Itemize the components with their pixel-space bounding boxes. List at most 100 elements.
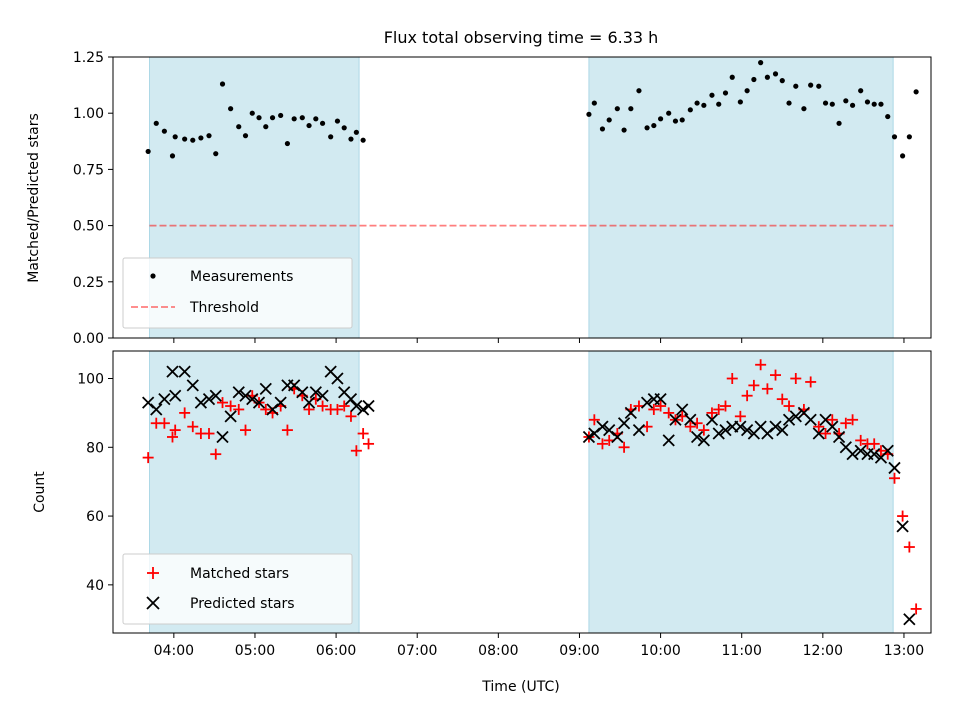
y-tick-label: 0.75	[73, 162, 104, 178]
measurement-point	[299, 115, 305, 121]
measurement-point	[219, 81, 226, 87]
top-legend: Measurements Threshold	[122, 257, 353, 329]
matched-star-point	[350, 445, 362, 457]
matched-star-point	[826, 414, 838, 426]
measurement-point	[182, 136, 188, 142]
predicted-star-point	[302, 396, 316, 409]
matched-star-point	[770, 369, 782, 381]
matched-star-point	[748, 379, 760, 391]
measurement-point	[786, 100, 792, 106]
matched-star-point	[331, 403, 343, 415]
y-tick-label: 40	[86, 578, 104, 594]
measurement-point	[816, 83, 822, 89]
predicted-star-point	[776, 423, 789, 437]
matched-star-point	[210, 448, 222, 460]
measurement-point	[829, 101, 835, 107]
measurement-point	[360, 137, 366, 143]
measurement-point	[341, 125, 347, 131]
top-y-ticks: 0.00 0.25 0.50 0.75 1.00 1.25	[73, 50, 113, 347]
legend-matched-marker	[147, 567, 159, 579]
predicted-star-point	[252, 396, 266, 409]
matched-star-point	[618, 441, 630, 453]
matched-star-point	[888, 472, 900, 484]
measurement-point	[348, 136, 354, 142]
predicted-star-point	[868, 448, 881, 461]
matched-star-point	[910, 603, 922, 615]
predicted-star-point	[186, 379, 199, 392]
predicted-star-point	[611, 430, 624, 444]
bottom-axes-frame	[112, 350, 932, 634]
x-axis-label: Time (UTC)	[481, 679, 559, 695]
matched-star-point	[166, 431, 178, 443]
measurement-point	[353, 129, 359, 135]
measurement-point	[621, 127, 627, 133]
measurement-point	[900, 153, 906, 159]
matched-star-point	[805, 376, 817, 388]
x-tick-label: 09:00	[559, 643, 599, 659]
predicted-star-point	[274, 396, 287, 409]
measurement-point	[319, 120, 326, 126]
measurement-point	[744, 88, 750, 94]
predicted-star-point	[881, 444, 894, 457]
y-tick-label: 60	[86, 509, 104, 525]
matched-star-point	[713, 403, 725, 415]
predicted-star-point	[239, 389, 252, 402]
measurement-point	[801, 106, 807, 112]
measurement-point	[751, 76, 757, 83]
measurement-point	[636, 88, 642, 94]
matched-star-point	[303, 403, 315, 415]
top-panel: 0.00 0.25 0.50 0.75 1.00 1.25 Matched/Predict…	[26, 50, 932, 347]
matched-star-point	[240, 424, 252, 436]
top-legend-box	[122, 257, 353, 329]
measurement-point	[145, 148, 151, 155]
matched-star-point	[357, 428, 369, 440]
matched-star-point	[655, 400, 667, 412]
x-tick-label: 04:00	[154, 643, 194, 659]
measurement-point	[793, 83, 799, 89]
shaded-interval-2	[588, 350, 894, 634]
measurement-point	[701, 102, 707, 108]
measurement-point	[306, 122, 312, 129]
matched-star-point	[903, 541, 915, 553]
top-measurement-points	[145, 60, 919, 159]
predicted-star-point	[259, 382, 272, 395]
measurement-point	[269, 115, 276, 121]
predicted-star-point	[632, 423, 646, 437]
predicted-star-point	[846, 448, 859, 461]
predicted-star-point	[697, 434, 710, 447]
predicted-star-point	[624, 406, 637, 420]
x-tick-label: 05:00	[235, 643, 275, 659]
measurement-point	[614, 106, 620, 112]
predicted-star-point	[150, 403, 163, 416]
matched-star-point	[217, 397, 229, 409]
x-tick-label: 07:00	[397, 643, 437, 659]
predicted-star-point	[740, 423, 754, 437]
predicted-star-point	[166, 365, 179, 378]
predicted-star-point	[888, 461, 901, 475]
legend-matched-label: Matched stars	[190, 566, 289, 582]
matched-star-point	[596, 438, 608, 450]
matched-star-point	[847, 414, 859, 426]
measurement-point	[864, 99, 871, 105]
measurement-point	[291, 116, 297, 122]
predicted-star-point	[734, 420, 747, 433]
matched-star-point	[317, 400, 329, 412]
matched-star-point	[741, 390, 753, 402]
predicted-star-point	[362, 399, 375, 413]
measurement-point	[672, 118, 679, 124]
y-tick-label: 0.00	[73, 331, 104, 347]
predicted-star-point	[676, 403, 689, 416]
predicted-star-point	[331, 372, 344, 385]
predicted-star-point	[344, 393, 358, 406]
predicted-star-point	[158, 393, 171, 406]
predicted-star-point	[854, 444, 867, 457]
predicted-star-point	[789, 410, 802, 423]
predicted-star-point	[712, 427, 725, 440]
x-tick-label: 13:00	[884, 643, 924, 659]
legend-measurements-label: Measurements	[190, 269, 293, 285]
x-tick-label: 08:00	[478, 643, 518, 659]
measurement-point	[161, 128, 167, 134]
predicted-star-point	[662, 434, 675, 447]
measurement-point	[858, 88, 864, 94]
matched-star-point	[338, 400, 350, 412]
